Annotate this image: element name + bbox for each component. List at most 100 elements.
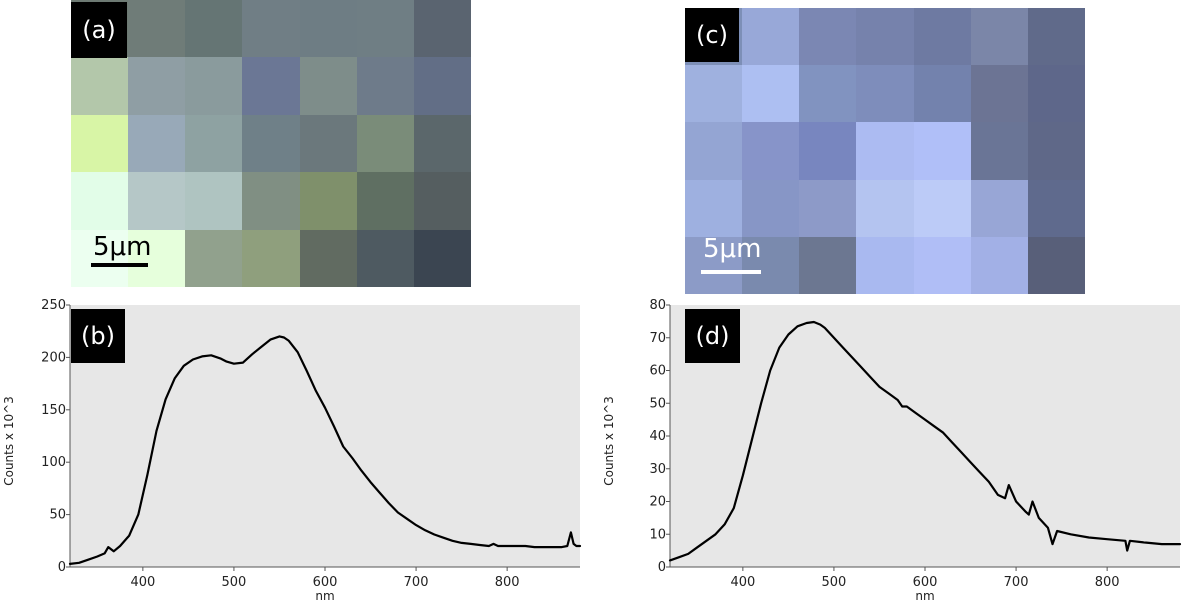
panel-a: (a) 5μm: [71, 0, 471, 287]
map-a-pixel-1-1: [128, 57, 186, 115]
map-c-pixel-1-1: [742, 65, 800, 123]
chart-b-y-tick-label-150: 150: [41, 403, 66, 418]
map-c-pixel-4-3: [856, 236, 914, 294]
panel-label-c: (c): [685, 8, 739, 62]
map-a-pixel-0-5: [356, 0, 414, 58]
scale-bar-label-a: 5μm: [93, 232, 152, 262]
map-a-pixel-2-3: [242, 114, 300, 173]
map-c-pixel-0-5: [970, 8, 1028, 66]
panel-label-d: (d): [685, 309, 740, 363]
map-c-pixel-3-6: [1027, 179, 1085, 237]
panel-label-b: (b): [71, 309, 125, 363]
map-a-pixel-3-4: [299, 172, 357, 230]
chart-b-y-axis-label: Counts x 10^3: [2, 396, 16, 486]
chart-b-x-tick-label-700: 700: [404, 575, 429, 590]
chart-d-y-tick-label-60: 60: [649, 364, 666, 379]
chart-b-plot-area: [70, 305, 580, 567]
chart-d-x-tick-label-500: 500: [822, 575, 847, 590]
scale-bar-a: 5μm: [91, 232, 151, 272]
map-a-pixel-3-5: [356, 172, 414, 230]
chart-d-x-tick-label-600: 600: [913, 575, 938, 590]
map-c-pixel-4-2: [799, 236, 857, 294]
map-c-pixel-4-6: [1027, 236, 1085, 294]
map-a-pixel-0-4: [299, 0, 357, 58]
map-c-pixel-3-2: [799, 179, 857, 237]
chart-b-y-tick-label-250: 250: [41, 298, 66, 313]
map-a-pixel-4-3: [242, 229, 300, 287]
map-c-pixel-0-3: [856, 8, 914, 66]
map-a-pixel-2-6: [413, 114, 471, 173]
chart-b-x-axis-label: nm: [315, 589, 334, 602]
map-c-pixel-1-0: [685, 65, 743, 123]
map-a-pixel-1-2: [185, 57, 243, 115]
map-c-pixel-3-3: [856, 179, 914, 237]
map-a-pixel-4-0: [71, 229, 129, 287]
chart-d: 0 10 20 30 40 50 60 70 80 400 500 600 700 800 nm Counts…: [602, 298, 1182, 602]
map-c-pixel-4-4: [913, 236, 971, 294]
map-c-pixel-3-1: [742, 179, 800, 237]
chart-d-x-axis-label: nm: [915, 589, 934, 602]
panel-c: (c) 5μm: [685, 8, 1085, 294]
map-c-pixel-2-6: [1027, 122, 1085, 180]
map-c-pixel-0-4: [913, 8, 971, 66]
map-a-pixel-4-2: [185, 229, 243, 287]
map-a-pixel-1-0: [71, 57, 129, 115]
scale-bar-label-c: 5μm: [703, 234, 762, 264]
map-a-pixel-0-6: [413, 0, 471, 58]
map-a-pixel-2-2: [185, 114, 243, 173]
chart-d-series-line-0: [668, 320, 1182, 562]
scale-bar-line-c: [701, 270, 761, 274]
map-a-pixel-3-6: [413, 172, 471, 230]
map-a-pixel-1-6: [413, 57, 471, 115]
chart-d-y-tick-label-40: 40: [649, 429, 666, 444]
chart-b-y-tick-label-0: 0: [58, 560, 66, 575]
map-c-pixel-2-4: [913, 122, 971, 180]
map-a-pixel-3-3: [242, 172, 300, 230]
chart-d-y-tick-label-0: 0: [658, 560, 666, 575]
map-a-pixel-4-5: [356, 229, 414, 287]
map-c-pixel-3-0: [685, 179, 743, 237]
map-c-pixel-4-0: [685, 236, 743, 294]
chart-b-x-tick-label-400: 400: [130, 575, 155, 590]
color-map-c: [685, 8, 1085, 294]
map-c-pixel-1-4: [913, 65, 971, 123]
map-c-pixel-1-5: [970, 65, 1028, 123]
map-c-pixel-4-5: [970, 236, 1028, 294]
chart-b-y-tick-label-100: 100: [41, 455, 66, 470]
map-c-pixel-3-4: [913, 179, 971, 237]
chart-b-x-tick-label-800: 800: [495, 575, 520, 590]
chart-b-x-tick-label-500: 500: [222, 575, 247, 590]
map-c-pixel-0-2: [799, 8, 857, 66]
chart-d-y-axis-label: Counts x 10^3: [602, 396, 616, 486]
map-c-pixel-0-1: [742, 8, 800, 66]
map-a-pixel-3-2: [185, 172, 243, 230]
map-a-pixel-2-1: [128, 114, 186, 173]
chart-d-y-tick-label-80: 80: [649, 298, 666, 313]
chart-b-x-tick-label-600: 600: [313, 575, 338, 590]
map-a-pixel-0-3: [242, 0, 300, 58]
chart-b-y-tick-label-200: 200: [41, 350, 66, 365]
chart-b: 0 50 100 150 200 250 400 500 600 700 800 nm Counts x…: [2, 298, 582, 602]
chart-d-plot-area: [670, 305, 1180, 567]
scale-bar-c: 5μm: [701, 234, 765, 274]
chart-d-y-tick-label-70: 70: [649, 331, 666, 346]
map-a-pixel-3-0: [71, 172, 129, 230]
map-c-pixel-3-5: [970, 179, 1028, 237]
chart-d-y-tick-label-10: 10: [649, 527, 666, 542]
map-a-pixel-1-3: [242, 57, 300, 115]
map-a-pixel-4-6: [413, 229, 471, 287]
chart-d-y-tick-label-50: 50: [649, 396, 666, 411]
map-a-pixel-0-2: [185, 0, 243, 58]
scale-bar-line-a: [91, 263, 148, 267]
map-a-pixel-2-5: [356, 114, 414, 173]
color-map-a: [71, 0, 471, 287]
map-c-pixel-1-2: [799, 65, 857, 123]
map-c-pixel-2-0: [685, 122, 743, 180]
chart-d-y-tick-label-20: 20: [649, 495, 666, 510]
map-c-pixel-4-1: [742, 236, 800, 294]
chart-b-series-line-0: [68, 335, 582, 565]
map-a-pixel-0-1: [128, 0, 186, 58]
chart-b-y-tick-label-50: 50: [49, 508, 66, 523]
map-a-pixel-2-4: [299, 114, 357, 173]
map-c-pixel-2-3: [856, 122, 914, 180]
